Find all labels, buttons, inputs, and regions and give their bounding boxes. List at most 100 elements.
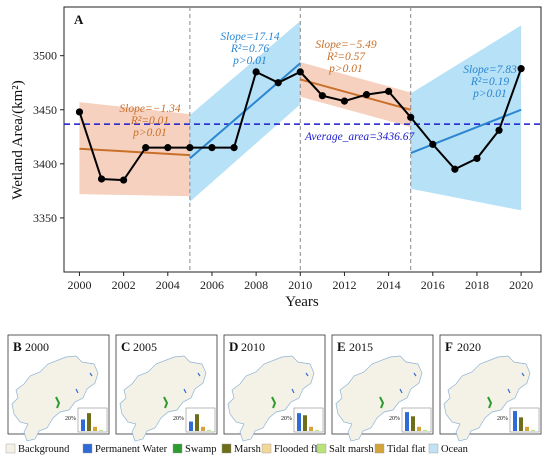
x-tick-label-2020: 2020 xyxy=(509,278,533,292)
trend-annotation-4-r2: R²=0.19 xyxy=(470,76,510,88)
data-point-2004 xyxy=(164,144,172,152)
inset-pct-label: 20% xyxy=(173,416,184,422)
inset-bar-3 xyxy=(309,426,313,431)
data-point-2001 xyxy=(97,175,106,183)
water-patch xyxy=(399,372,417,394)
x-tick-label-2008: 2008 xyxy=(244,278,268,292)
x-axis-title: Years xyxy=(285,294,319,310)
land-silhouette xyxy=(11,355,99,442)
confidence-band-1 xyxy=(79,102,190,197)
trend-annotation-2-r2: R²=0.76 xyxy=(230,43,270,55)
legend-swatch-1 xyxy=(5,443,16,454)
x-tick-label-2000: 2000 xyxy=(67,278,91,292)
inset-bar-1 xyxy=(405,412,409,431)
x-tick-label-2006: 2006 xyxy=(200,278,224,292)
panel-label-a: A xyxy=(74,12,84,27)
y-tick-label-3350: 3350 xyxy=(33,211,57,225)
data-point-2011 xyxy=(318,92,326,100)
legend-swatch-6 xyxy=(316,443,327,454)
inset-bar-4 xyxy=(99,429,103,431)
legend-label-1: Background xyxy=(18,444,70,455)
trend-annotation-3-p: p>0.01 xyxy=(328,63,363,75)
data-point-2000 xyxy=(75,108,84,116)
inset-bar-2 xyxy=(303,415,307,431)
data-point-2017 xyxy=(451,165,459,173)
trend-annotation-3-slope: Slope=−5.49 xyxy=(315,39,376,51)
data-point-2015 xyxy=(407,113,415,121)
data-point-2012 xyxy=(340,97,349,105)
trend-annotation-2-p: p>0.01 xyxy=(232,55,267,67)
wetland-patch xyxy=(55,396,61,409)
data-point-2010 xyxy=(296,68,304,76)
map-panel-E: E 2015 20% xyxy=(331,334,434,442)
map-panel-letter: C xyxy=(121,339,130,354)
data-point-2009 xyxy=(274,79,282,87)
inset-pct-label: 20% xyxy=(281,416,292,422)
map-panel-letter: F xyxy=(445,339,453,354)
data-point-2019 xyxy=(495,126,503,134)
inset-bar-3 xyxy=(417,426,421,431)
confidence-band-4 xyxy=(410,25,522,211)
wetland-patch xyxy=(163,396,169,409)
data-point-2007 xyxy=(230,144,238,152)
inset-bar-3 xyxy=(201,426,205,431)
map-panel-B: B 2000 20% xyxy=(7,334,110,442)
data-point-2018 xyxy=(473,154,481,163)
data-point-2013 xyxy=(362,91,371,99)
trend-line-3 xyxy=(300,78,411,111)
inset-pct-label: 20% xyxy=(65,416,76,422)
inset-bar-4 xyxy=(207,429,211,431)
map-panel-year: 2015 xyxy=(349,340,373,354)
inset-bar-1 xyxy=(189,421,193,431)
land-silhouette xyxy=(335,355,423,442)
legend-label-3: Swamp xyxy=(185,444,217,455)
legend-label-5: Flooded flat xyxy=(274,444,325,455)
map-panel-year: 2000 xyxy=(25,340,49,354)
land-silhouette xyxy=(119,355,207,442)
trend-line-1 xyxy=(79,147,190,157)
data-point-2008 xyxy=(252,68,260,76)
map-panel-year: 2020 xyxy=(457,340,481,354)
inset-bar-1 xyxy=(297,413,301,431)
data-point-2003 xyxy=(142,144,150,152)
x-tick-label-2012: 2012 xyxy=(332,278,356,292)
inset-pct-label: 20% xyxy=(497,416,508,422)
inset-bar-2 xyxy=(519,417,523,431)
map-panel-letter: E xyxy=(337,339,346,354)
map-panel-D: D 2010 20% xyxy=(223,334,326,442)
inset-bar-2 xyxy=(411,416,415,431)
x-tick-label-2004: 2004 xyxy=(156,278,180,292)
data-point-2005 xyxy=(186,144,194,152)
wetland-patch xyxy=(379,396,385,409)
map-panel-letter: B xyxy=(13,339,22,354)
data-point-2002 xyxy=(120,176,128,184)
wetland-patch xyxy=(487,396,493,409)
x-tick-label-2016: 2016 xyxy=(421,278,445,292)
data-point-2006 xyxy=(208,144,216,152)
legend-swatch-4 xyxy=(221,443,232,454)
land-silhouette xyxy=(443,355,531,442)
legend-label-4: Marsh xyxy=(234,444,262,455)
legend-label-8: Ocean xyxy=(441,444,469,455)
y-tick-label-3500: 3500 xyxy=(33,49,57,63)
average-label: Average_area=3436.67 xyxy=(304,131,415,143)
legend-label-2: Permanent Water xyxy=(95,444,168,455)
map-panel-F: F 2020 20% xyxy=(439,334,542,442)
y-tick-label-3400: 3400 xyxy=(33,157,57,171)
map-panel-year: 2010 xyxy=(241,340,265,354)
trend-annotation-4-slope: Slope=7.83 xyxy=(463,64,517,76)
x-tick-label-2018: 2018 xyxy=(465,278,489,292)
water-patch xyxy=(291,372,309,394)
y-tick-label-3450: 3450 xyxy=(33,103,57,117)
inset-bar-4 xyxy=(423,429,427,431)
data-point-2016 xyxy=(429,140,437,148)
trend-annotation-2-slope: Slope=17.14 xyxy=(220,31,279,43)
map-panel-letter: D xyxy=(229,339,238,354)
legend-swatch-3 xyxy=(172,443,183,454)
inset-bar-3 xyxy=(93,426,97,431)
legend-swatch-5 xyxy=(261,443,272,454)
inset-bar-1 xyxy=(81,419,85,431)
trend-annotation-4-p: p>0.01 xyxy=(472,88,507,100)
data-point-2020 xyxy=(517,65,525,73)
